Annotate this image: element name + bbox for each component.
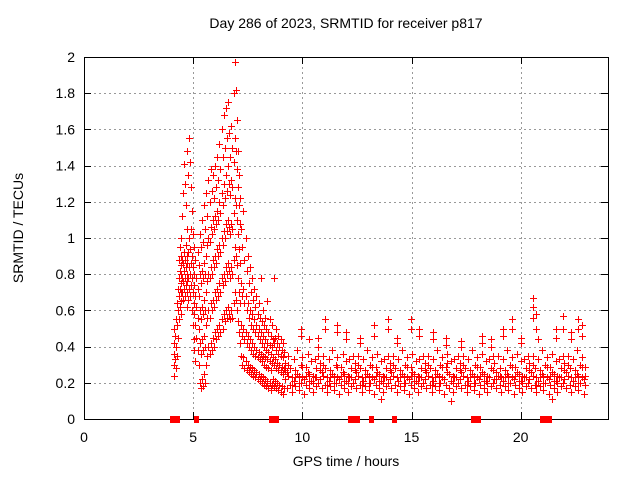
x-tick-label: 20 (513, 429, 529, 445)
y-tick-label: 0.6 (56, 302, 76, 318)
zero-value-points (170, 416, 552, 423)
y-tick-label: 0.2 (56, 375, 76, 391)
y-tick-label: 0.8 (56, 266, 76, 282)
scatter-points (171, 59, 589, 405)
y-tick-label: 0 (67, 411, 75, 427)
plot-border (84, 57, 609, 420)
x-axis-label: GPS time / hours (292, 453, 400, 469)
y-tick-label: 1.8 (56, 85, 76, 101)
chart-title: Day 286 of 2023, SRMTID for receiver p81… (209, 15, 483, 31)
y-tick-label: 1.4 (56, 158, 76, 174)
x-tick-label: 5 (189, 429, 197, 445)
y-tick-label: 0.4 (56, 339, 76, 355)
x-tick-label: 15 (404, 429, 420, 445)
x-tick-label: 10 (295, 429, 311, 445)
y-tick-label: 1.6 (56, 121, 76, 137)
y-tick-label: 1.2 (56, 194, 76, 210)
x-tick-label: 0 (80, 429, 88, 445)
y-tick-label: 2 (67, 49, 75, 65)
y-tick-label: 1 (67, 230, 75, 246)
